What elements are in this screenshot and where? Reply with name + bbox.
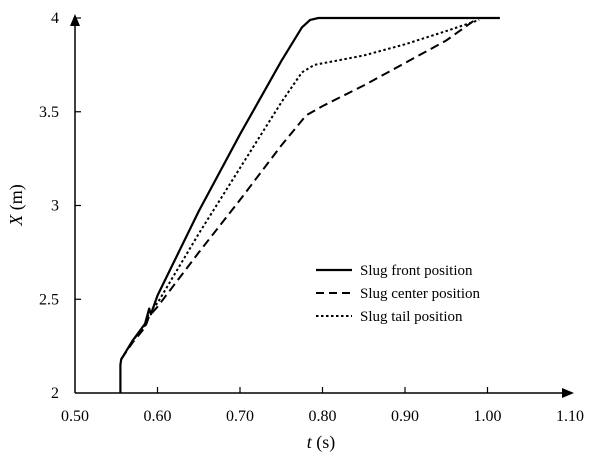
x-axis-symbol: t bbox=[307, 432, 313, 452]
y-tick-label: 2 bbox=[51, 385, 59, 402]
series-line-dashed bbox=[120, 19, 476, 360]
legend-label-front: Slug front position bbox=[360, 263, 473, 279]
x-tick-label: 0.60 bbox=[144, 408, 172, 425]
legend: Slug front position Slug center position… bbox=[316, 263, 480, 325]
x-tick-label: 0.70 bbox=[226, 408, 254, 425]
x-tick-label: 1.00 bbox=[474, 408, 502, 425]
x-tick-label: 0.50 bbox=[61, 408, 89, 425]
axes bbox=[70, 14, 574, 398]
y-ticks: 2 2.5 3 3.5 4 bbox=[39, 10, 81, 402]
y-tick-label: 3 bbox=[51, 198, 59, 215]
x-tick-label: 0.80 bbox=[309, 408, 337, 425]
legend-label-tail: Slug tail position bbox=[360, 309, 463, 325]
legend-label-center: Slug center position bbox=[360, 286, 480, 302]
y-tick-label: 2.5 bbox=[39, 291, 59, 308]
x-axis-unit: (s) bbox=[312, 432, 336, 453]
series-line-solid bbox=[119, 16, 500, 393]
x-tick-label: 1.10 bbox=[556, 408, 584, 425]
y-axis-symbol: X bbox=[6, 214, 26, 227]
y-axis-arrow bbox=[70, 14, 80, 26]
x-axis-arrow bbox=[562, 388, 574, 398]
y-tick-label: 3.5 bbox=[39, 104, 59, 121]
x-axis-title: t (s) bbox=[307, 432, 336, 453]
y-tick-label: 4 bbox=[51, 10, 59, 27]
y-axis-title: X (m) bbox=[6, 184, 27, 227]
x-ticks: 0.50 0.60 0.70 0.80 0.90 1.00 1.10 bbox=[61, 387, 584, 425]
x-tick-label: 0.90 bbox=[391, 408, 419, 425]
series-line-dotted bbox=[120, 18, 480, 360]
series-group bbox=[119, 16, 500, 393]
y-axis-unit: (m) bbox=[6, 184, 27, 215]
